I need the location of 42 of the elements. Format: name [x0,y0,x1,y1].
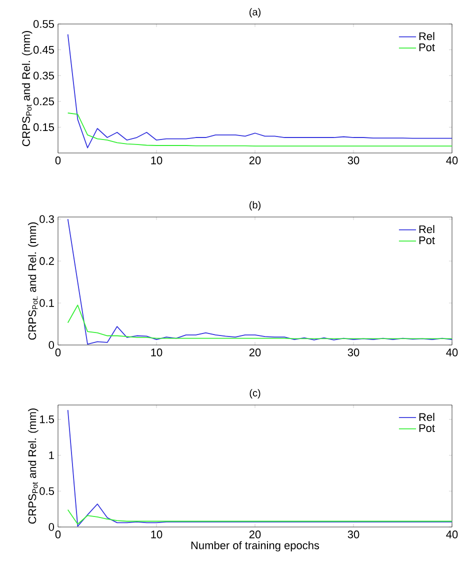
x-tick-label: 40 [446,348,458,356]
y-axis-title: CRPS$_{Pot}$ and Rel. (mm) [22,31,32,146]
y-axis-title: CRPS$_{Pot.}$ and Rel. (mm) [28,222,38,340]
x-tick-label: 20 [249,156,261,164]
y-tick-label: 0.3 [40,215,54,223]
legend-label: Rel [419,412,434,421]
y-tick-label: 0.45 [33,46,54,54]
y-axis-title: CRPS$_{Pot}$ and Rel. (mm) [28,408,38,524]
y-tick-label: 0 [48,341,54,349]
legend-label: Pot [419,236,435,244]
x-tick-label: 0 [55,348,61,356]
x-tick-label: 10 [151,348,162,356]
y-tick-label: 0.2 [40,257,54,265]
y-tick-label: 1 [49,451,54,460]
y-tick-label: 0.55 [33,20,54,28]
x-tick-label: 10 [151,530,162,538]
x-tick-label: 20 [249,530,261,538]
legend-label: Pot [419,44,435,52]
x-tick-label: 30 [348,348,360,356]
y-tick-label: 0.5 [40,487,54,496]
x-tick-label: 30 [348,156,360,164]
chart-title: (a) [250,8,260,18]
y-tick-label: 0.1 [40,299,54,307]
chart-title: (b) [250,201,260,210]
y-tick-label: 0.15 [33,123,54,132]
x-tick-label: 40 [446,530,458,538]
legend-label: Rel [419,32,434,40]
x-axis-title: Number of training epochs [191,541,320,552]
y-tick-label: 0.25 [33,98,54,106]
y-tick-label: 0 [48,523,54,531]
x-tick-label: 0 [55,156,61,164]
y-tick-label: 1.5 [40,416,54,424]
legend-label: Rel [419,225,434,234]
line-series [67,218,452,345]
y-tick-label: 0.35 [33,72,54,80]
legend-label: Pot [419,424,435,432]
x-tick-label: 30 [348,530,360,538]
chart-title: (c) [250,389,260,398]
x-tick-label: 40 [446,156,458,164]
x-tick-label: 10 [151,156,162,164]
x-tick-label: 0 [55,530,61,538]
x-tick-label: 20 [249,348,261,356]
